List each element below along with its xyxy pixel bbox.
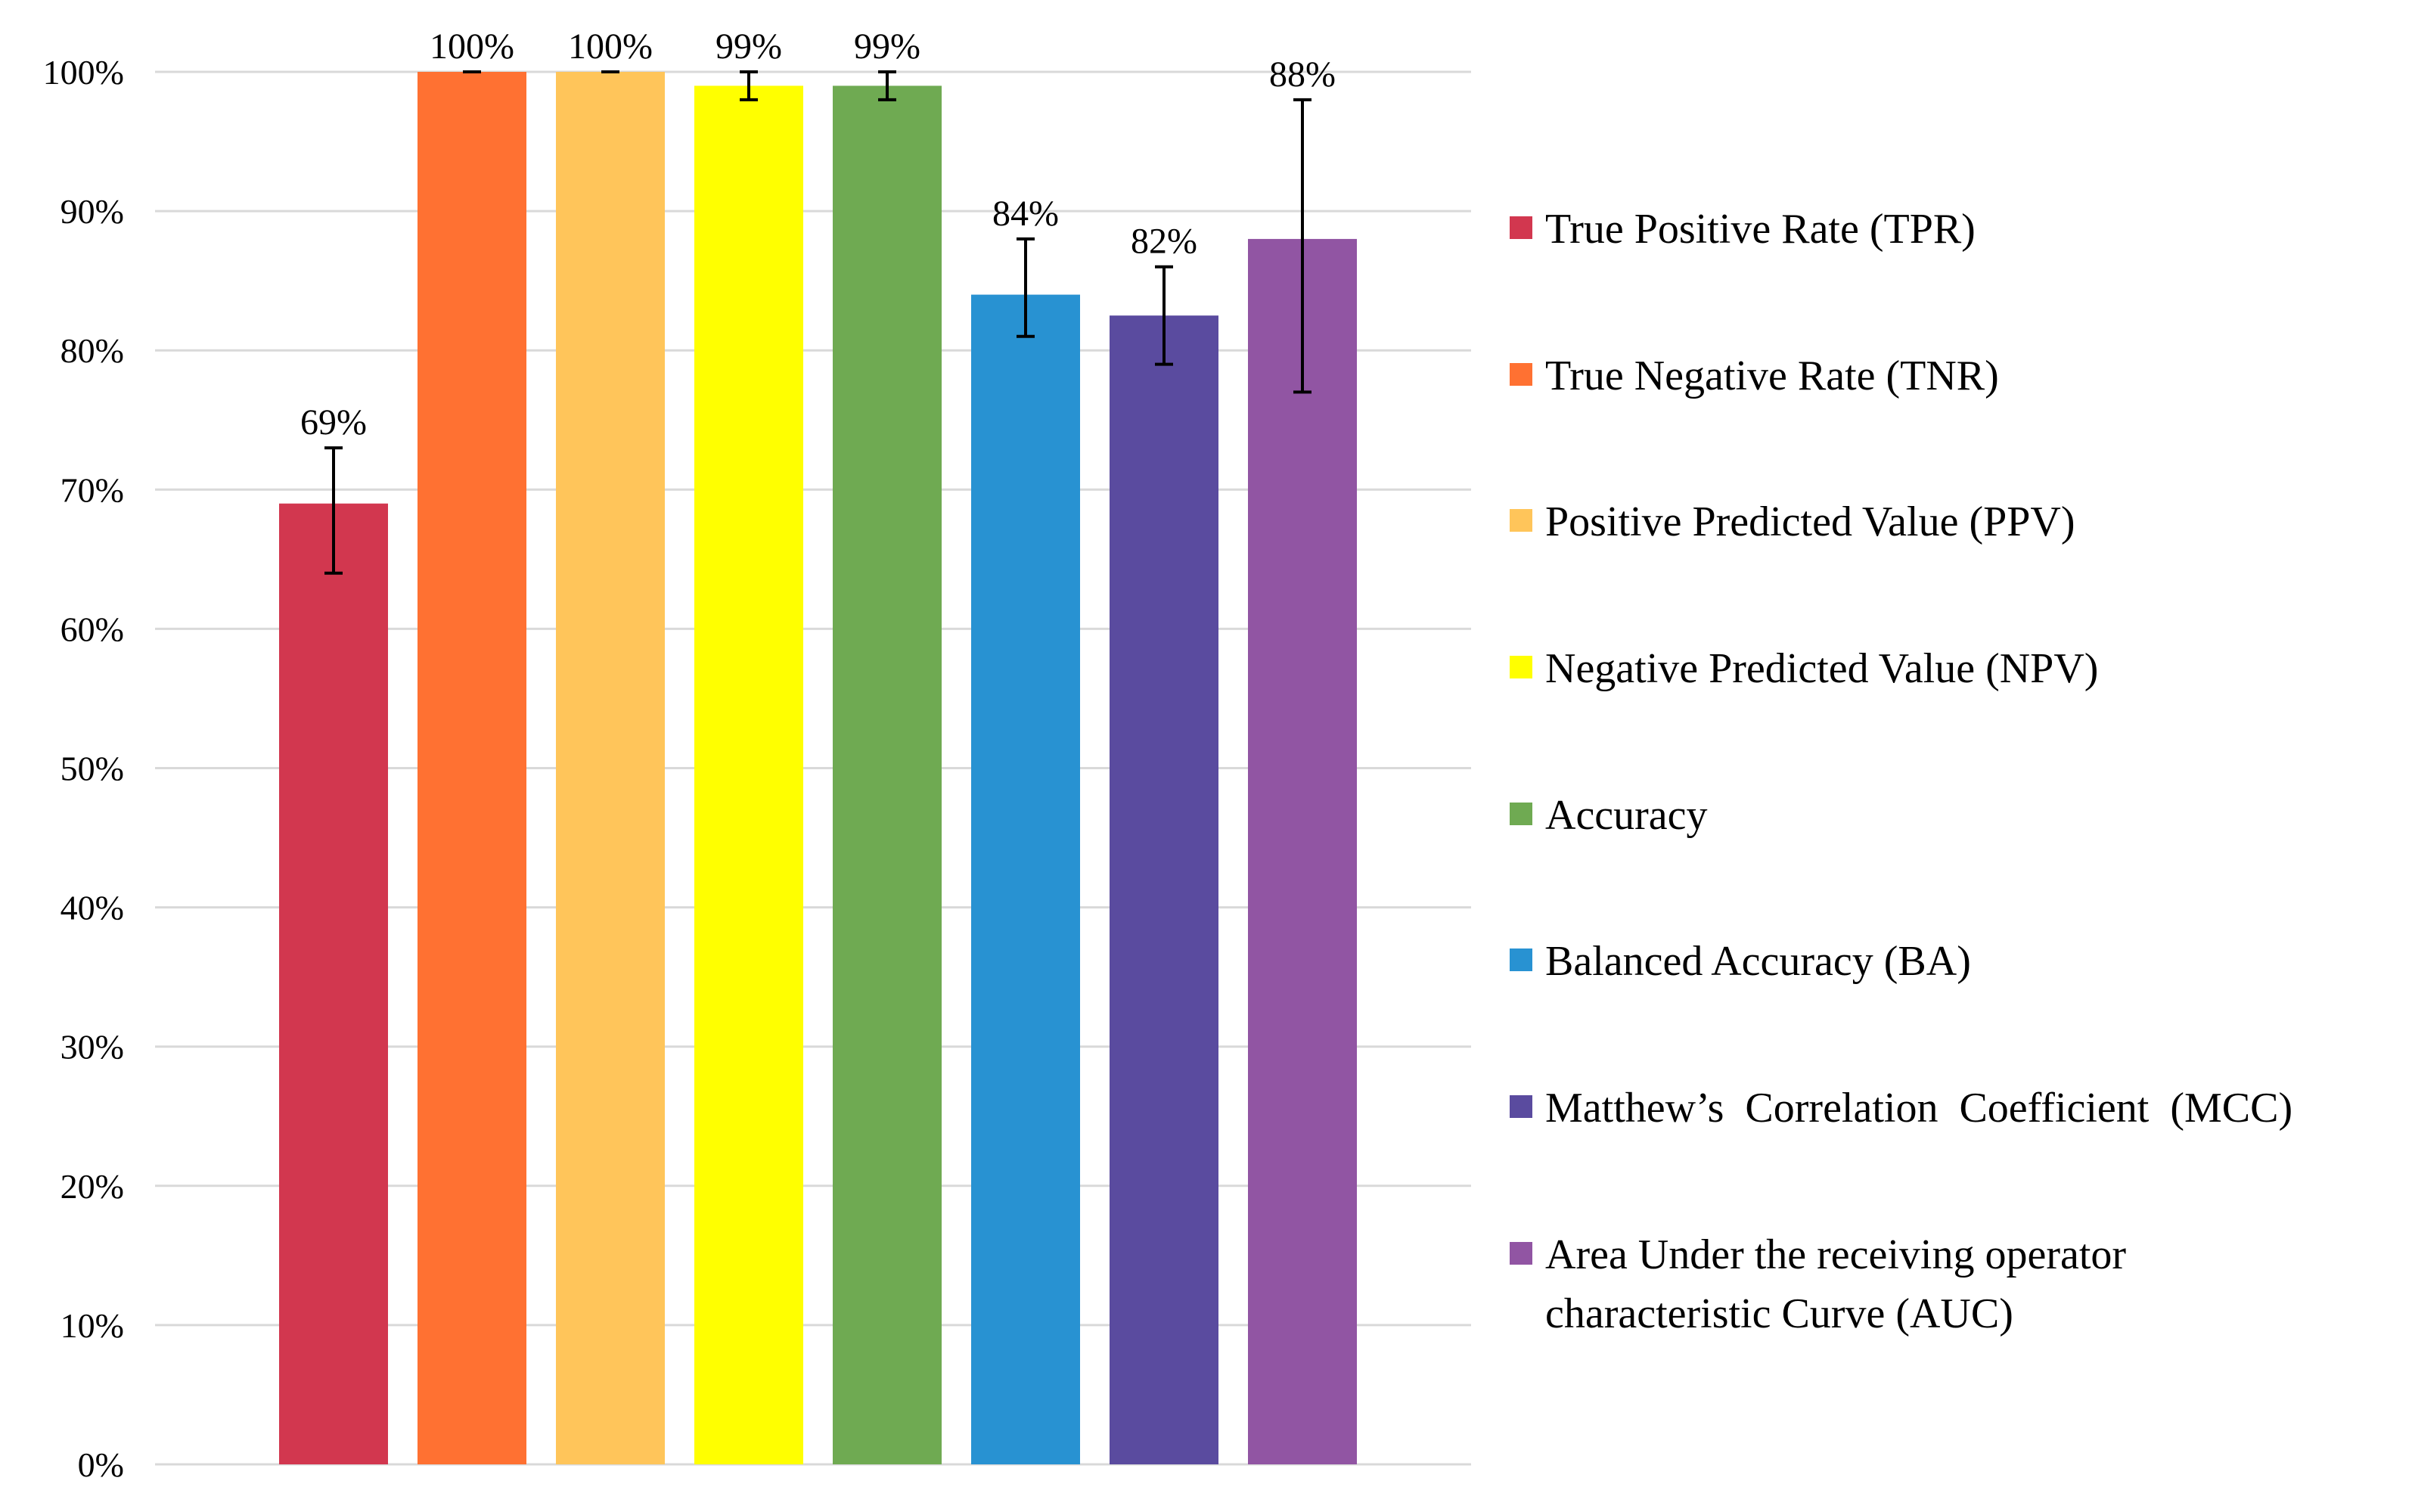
y-tick-label: 10% xyxy=(61,1306,124,1345)
legend-swatch xyxy=(1510,216,1532,239)
data-label: 82% xyxy=(1131,222,1197,262)
error-bar xyxy=(1017,237,1035,338)
legend-item: True Positive Rate (TPR) xyxy=(1510,206,1976,253)
legend-label: characteristic Curve (AUC) xyxy=(1545,1290,2013,1337)
legend-swatch xyxy=(1510,1242,1532,1265)
legend-swatch xyxy=(1510,509,1532,532)
bar xyxy=(279,503,388,1465)
data-label: 88% xyxy=(1269,54,1336,95)
y-tick-label: 40% xyxy=(61,889,124,927)
legend-label: Accuracy xyxy=(1545,792,1708,839)
legend-label: True Negative Rate (TNR) xyxy=(1545,352,1999,399)
bar xyxy=(418,72,526,1464)
legend: True Positive Rate (TPR) True Negative Ra… xyxy=(1510,206,2292,1337)
legend-swatch xyxy=(1510,803,1532,825)
y-tick-label: 0% xyxy=(78,1445,124,1484)
y-tick-label: 80% xyxy=(61,331,124,370)
legend-label: Balanced Accuracy (BA) xyxy=(1545,938,1971,985)
legend-label: Negative Predicted Value (NPV) xyxy=(1545,645,2098,692)
bar xyxy=(1248,238,1357,1464)
data-label: 84% xyxy=(992,194,1059,234)
y-axis-tick-labels: 0% 10% 20% 30% 40% 50% 60% 70% 80% 90% 100% xyxy=(43,53,124,1484)
error-bar xyxy=(740,70,758,101)
error-bars xyxy=(324,70,1311,575)
data-label: 100% xyxy=(568,26,653,67)
bars xyxy=(279,72,1357,1465)
bar xyxy=(694,85,803,1464)
legend-label: Positive Predicted Value (PPV) xyxy=(1545,498,2075,545)
legend-item: Accuracy xyxy=(1510,792,1708,839)
legend-label: Area Under the receiving operator xyxy=(1545,1231,2126,1278)
error-bar xyxy=(878,70,896,101)
legend-swatch xyxy=(1510,1095,1532,1118)
legend-swatch xyxy=(1510,948,1532,971)
legend-swatch xyxy=(1510,363,1532,386)
legend-item: Area Under the receiving operator charact… xyxy=(1510,1231,2126,1337)
legend-item: Positive Predicted Value (PPV) xyxy=(1510,498,2075,545)
legend-item: Negative Predicted Value (NPV) xyxy=(1510,645,2098,692)
legend-item: True Negative Rate (TNR) xyxy=(1510,352,1999,399)
legend-item: Balanced Accuracy (BA) xyxy=(1510,938,1971,985)
data-label: 100% xyxy=(430,26,514,67)
y-tick-label: 50% xyxy=(61,750,124,788)
data-labels: 69% 100% 100% 99% 99% 84% 82% 88% xyxy=(300,26,1336,442)
bar xyxy=(833,85,942,1464)
y-tick-label: 100% xyxy=(43,53,124,92)
y-tick-label: 60% xyxy=(61,610,124,648)
y-tick-label: 20% xyxy=(61,1167,124,1206)
bar xyxy=(556,72,665,1464)
legend-swatch xyxy=(1510,656,1532,678)
error-bar xyxy=(1155,265,1173,366)
data-label: 99% xyxy=(715,26,782,67)
y-tick-label: 70% xyxy=(61,470,124,509)
bar xyxy=(1110,315,1218,1464)
bar xyxy=(971,294,1080,1464)
y-tick-label: 30% xyxy=(61,1028,124,1066)
error-bar xyxy=(324,446,343,575)
error-bar xyxy=(1293,98,1311,394)
data-label: 69% xyxy=(300,402,367,442)
legend-item: Matthew’s Correlation Coefficient (MCC) xyxy=(1510,1085,2292,1132)
legend-label: Matthew’s Correlation Coefficient (MCC) xyxy=(1545,1085,2292,1132)
data-label: 99% xyxy=(854,26,920,67)
y-tick-label: 90% xyxy=(61,192,124,231)
legend-label: True Positive Rate (TPR) xyxy=(1545,206,1976,253)
